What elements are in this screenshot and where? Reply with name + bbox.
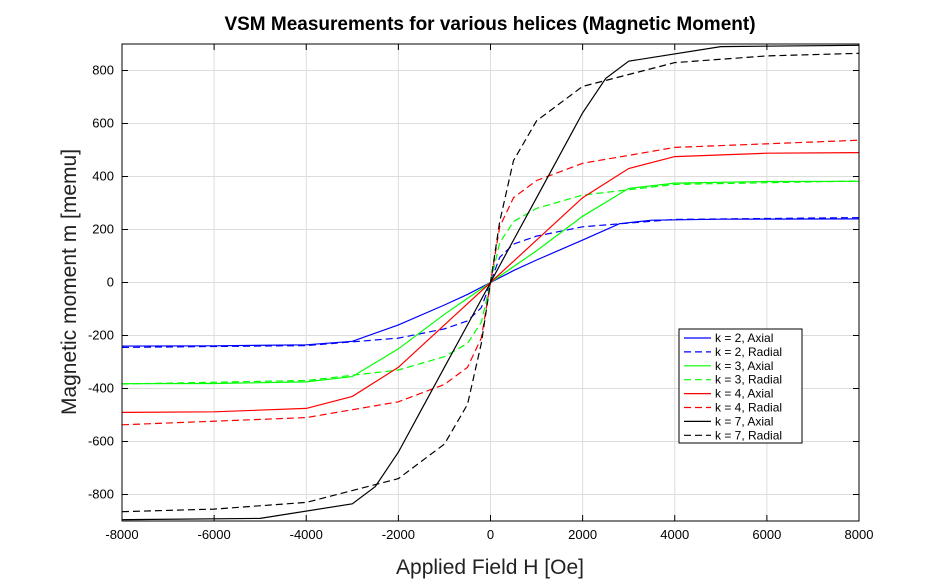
x-tick-label: 4000	[660, 527, 689, 542]
y-tick-label: 0	[107, 275, 114, 290]
y-tick-label: -600	[88, 434, 114, 449]
y-axis-label: Magnetic moment m [memu]	[58, 149, 81, 415]
x-tick-label: -4000	[290, 527, 323, 542]
y-tick-label: 200	[92, 222, 114, 237]
legend-label: k = 2, Axial	[715, 331, 773, 345]
legend-label: k = 3, Axial	[715, 359, 773, 373]
y-tick-label: -800	[88, 487, 114, 502]
x-tick-label: -6000	[198, 527, 231, 542]
legend-label: k = 7, Axial	[715, 414, 773, 428]
series-layer	[121, 44, 860, 521]
x-tick-label: 0	[487, 527, 494, 542]
y-tick-label: 600	[92, 116, 114, 131]
legend-box	[678, 328, 803, 444]
x-tick-label: 6000	[752, 527, 781, 542]
series-line-2	[121, 217, 860, 348]
chart-title: VSM Measurements for various helices (Ma…	[224, 14, 755, 35]
x-tick-label: 2000	[568, 527, 597, 542]
y-tick-label: 800	[92, 63, 114, 78]
series-line-4	[121, 180, 860, 385]
y-tick-label: -200	[88, 328, 114, 343]
x-tick-label: 8000	[845, 527, 874, 542]
legend-label: k = 2, Radial	[715, 345, 782, 359]
legend-label: k = 3, Radial	[715, 373, 782, 387]
tick-layer: -8000 -6000 -4000 -2000 0 2000 4000 6000 8000-80…	[88, 44, 873, 542]
x-tick-label: -2000	[382, 527, 415, 542]
x-axis-label: Applied Field H [Oe]	[396, 556, 584, 579]
x-tick-label: -8000	[105, 527, 138, 542]
y-tick-label: 400	[92, 169, 114, 184]
y-tick-label: -400	[88, 381, 114, 396]
legend-label: k = 7, Radial	[715, 428, 782, 442]
series-line-8	[121, 52, 860, 513]
legend-label: k = 4, Axial	[715, 387, 773, 401]
legend-label: k = 4, Radial	[715, 401, 782, 415]
